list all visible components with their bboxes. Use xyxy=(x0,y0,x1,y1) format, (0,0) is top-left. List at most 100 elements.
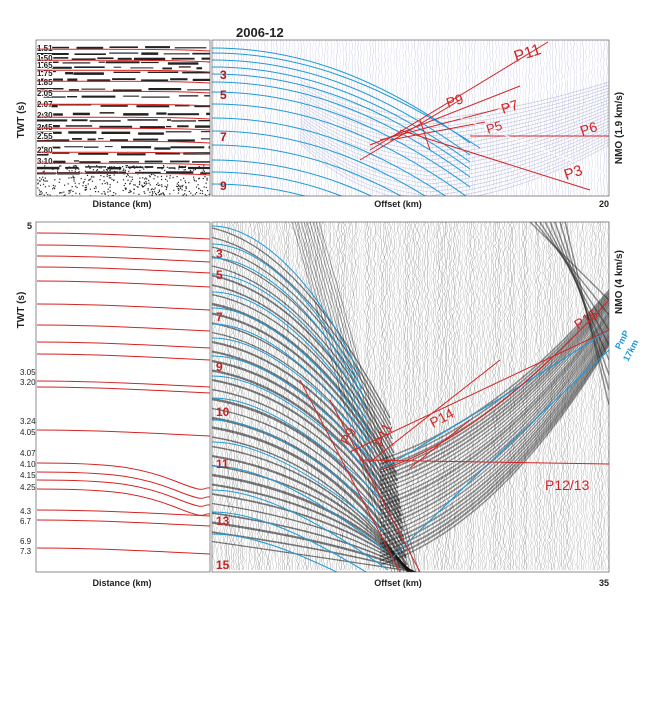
reflector-segment xyxy=(37,61,59,63)
trace xyxy=(483,222,487,571)
phase-label: P5 xyxy=(484,118,504,137)
trace xyxy=(569,40,573,196)
noise-dot xyxy=(201,171,203,173)
noise-dot xyxy=(96,169,99,171)
trace xyxy=(239,40,243,196)
noise-dot xyxy=(68,177,70,179)
noise-dot xyxy=(151,195,153,196)
noise-dot xyxy=(134,166,136,168)
moveout-curve xyxy=(299,115,431,169)
bottom-right-gather xyxy=(212,222,609,572)
noise-dot xyxy=(38,167,40,169)
noise-dot xyxy=(180,185,182,187)
noise-dot xyxy=(158,189,160,191)
noise-dot xyxy=(106,169,108,171)
noise-dot xyxy=(133,192,135,194)
trace xyxy=(440,40,444,196)
moveout-curve xyxy=(429,111,609,161)
noise-dot xyxy=(111,178,113,180)
noise-dot xyxy=(109,190,111,192)
noise-dot xyxy=(75,192,77,194)
noise-dot xyxy=(176,183,178,185)
noise-dot xyxy=(113,192,115,194)
noise-dot xyxy=(185,186,187,188)
moveout-band xyxy=(379,344,609,566)
white-phase-line xyxy=(479,59,609,119)
noise-dot xyxy=(39,191,41,193)
noise-dot xyxy=(193,169,195,171)
reflection-curve xyxy=(212,91,471,188)
trace xyxy=(274,222,278,571)
noise-dot xyxy=(179,186,181,188)
reflector-segment xyxy=(37,53,69,55)
reflector-segment xyxy=(58,104,75,106)
phase-line xyxy=(419,119,431,151)
trace xyxy=(478,222,482,571)
moveout-band xyxy=(379,309,609,499)
noise-dot xyxy=(103,190,105,193)
layer-line xyxy=(36,103,211,107)
noise-dot xyxy=(151,191,153,193)
direct-arrival xyxy=(318,222,420,572)
phase-label: P9 xyxy=(337,424,360,447)
reflector-segment xyxy=(134,57,166,61)
moveout-band xyxy=(212,265,394,447)
reflector-segment xyxy=(72,112,90,116)
trace xyxy=(350,40,354,196)
noise-dot xyxy=(195,186,198,188)
trace xyxy=(344,222,348,571)
noise-dot xyxy=(159,193,161,195)
noise-dot xyxy=(108,177,110,179)
depth-tick-label: 1.51 xyxy=(37,44,53,53)
noise-dot xyxy=(52,168,54,170)
phase-label: P7 xyxy=(499,96,520,117)
depth-tick-label: 6.9 xyxy=(20,537,32,546)
phase-line xyxy=(359,99,461,161)
top-left-x-axis-label: Distance (km) xyxy=(92,199,151,209)
trace xyxy=(599,222,603,570)
noise-dot xyxy=(142,177,144,179)
noise-dot xyxy=(114,170,116,173)
reflector-segment xyxy=(37,146,61,149)
noise-dot xyxy=(188,182,190,184)
trace xyxy=(251,222,256,571)
trace xyxy=(520,222,524,571)
trace xyxy=(522,222,526,571)
trace xyxy=(456,222,460,571)
noise-dot xyxy=(91,176,93,178)
trace xyxy=(516,222,520,571)
noise-dot xyxy=(89,195,92,196)
moveout-curve xyxy=(299,106,431,157)
reflector-segment xyxy=(99,125,133,128)
depth-tick-label: 1.75 xyxy=(37,69,53,78)
noise-dot xyxy=(125,166,127,168)
noise-dot xyxy=(147,188,149,190)
trace xyxy=(317,40,321,196)
trace xyxy=(260,40,264,196)
noise-dot xyxy=(195,180,197,182)
moveout-band xyxy=(379,320,609,520)
noise-dot xyxy=(110,168,112,170)
noise-dot xyxy=(123,184,125,187)
trace xyxy=(500,40,504,196)
reflector-segment xyxy=(37,125,60,128)
reflector-segment xyxy=(37,57,69,59)
trace xyxy=(491,40,495,196)
noise-dot xyxy=(129,191,131,193)
noise-dot xyxy=(133,184,135,186)
trace xyxy=(278,40,282,196)
reflector-segment xyxy=(174,47,207,49)
reflector-segment xyxy=(188,166,210,170)
moveout-band xyxy=(379,324,609,529)
reflection-curve xyxy=(212,533,338,572)
noise-dot xyxy=(139,169,141,172)
phase-line xyxy=(329,399,421,572)
noise-dot xyxy=(190,192,192,194)
trace xyxy=(239,222,242,571)
reflector-segment xyxy=(123,113,149,116)
noise-dot xyxy=(152,192,154,194)
noise-dot xyxy=(205,186,207,189)
depth-tick-label: 1.85 xyxy=(37,78,53,87)
noise-dot xyxy=(130,191,132,193)
